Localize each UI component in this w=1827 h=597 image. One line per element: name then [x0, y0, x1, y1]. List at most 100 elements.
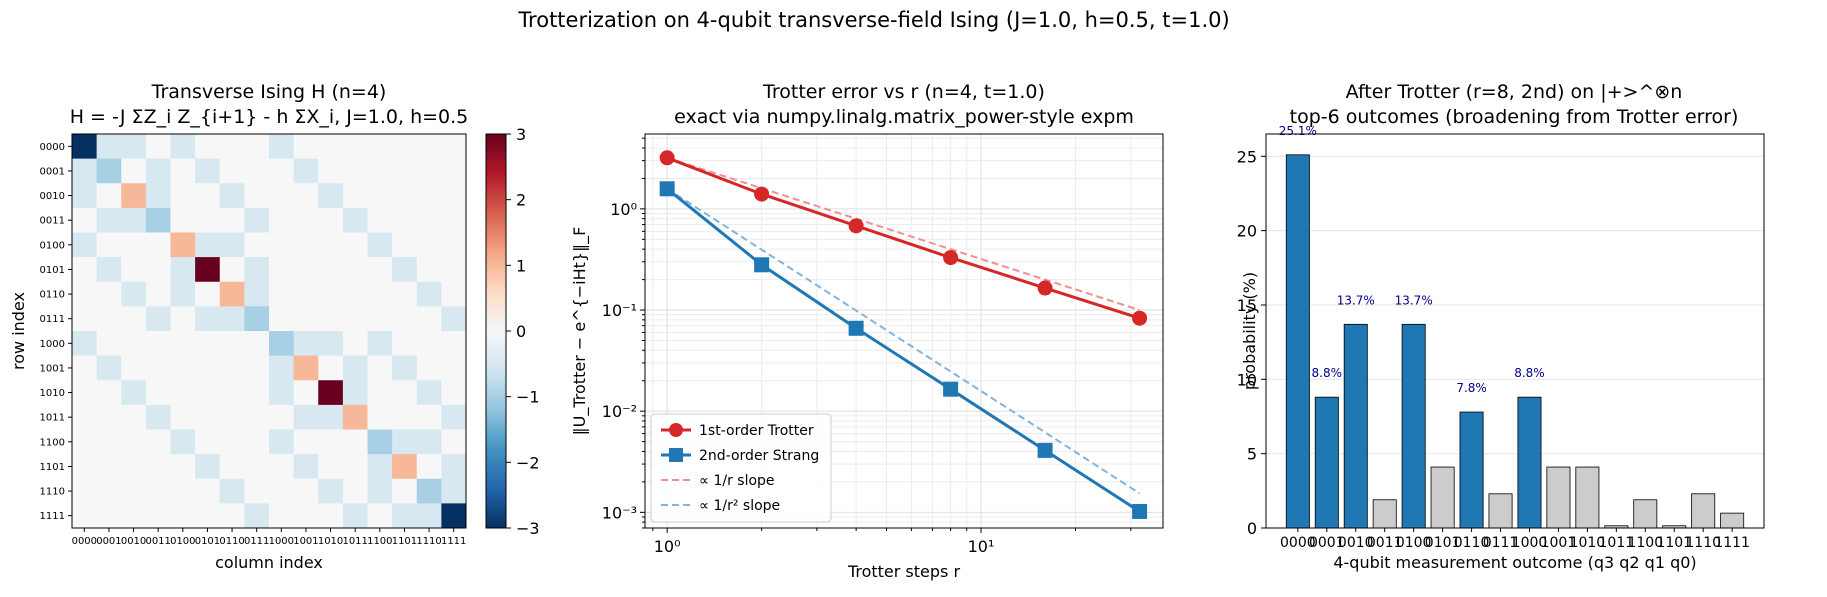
y-tick-label: 20 — [1237, 222, 1257, 241]
heatmap-cell — [392, 306, 418, 332]
heatmap-cell — [244, 306, 270, 332]
heatmap-cell — [318, 158, 344, 184]
error-plot-frame — [644, 133, 1164, 529]
heatmap-cell — [416, 207, 442, 233]
heatmap-cell — [269, 331, 295, 357]
y-tick-label: 10 — [1237, 370, 1257, 389]
heatmap-cell — [219, 429, 245, 455]
heatmap-cell — [342, 331, 368, 357]
heatmap-cell — [416, 404, 442, 430]
heatmap-cell — [170, 380, 196, 406]
heatmap-cell — [72, 134, 98, 160]
heatmap-cell — [170, 478, 196, 504]
heatmap-cell — [441, 478, 467, 504]
heatmap-cell — [269, 429, 295, 455]
heatmap-cell — [145, 454, 171, 480]
bar-data-label: 13.7% — [1337, 293, 1375, 307]
heatmap-cell — [96, 158, 122, 184]
heatmap-cell — [219, 454, 245, 480]
heatmap-cell — [342, 281, 368, 307]
x-tick-label: 0010 — [1338, 535, 1374, 551]
heatmap-cell — [441, 380, 467, 406]
heatmap-cell — [318, 404, 344, 430]
heatmap-cell — [96, 404, 122, 430]
heatmap-cell — [121, 429, 147, 455]
heatmap-cell — [72, 404, 98, 430]
heatmap-cell — [416, 478, 442, 504]
heatmap-cell — [96, 380, 122, 406]
heatmap-cell — [318, 306, 344, 332]
heatmap-y-tick-label: 0010 — [40, 191, 65, 202]
heatmap-x-tick-label: 1011 — [342, 536, 367, 547]
hamiltonian-heatmap-panel: Transverse Ising H (n=4) H = -J ΣZ_i Z_{… — [9, 81, 540, 572]
heatmap-cell — [170, 207, 196, 233]
heatmap-cell — [170, 158, 196, 184]
heatmap-x-tick-label: 0010 — [121, 536, 146, 547]
data-point — [754, 186, 770, 202]
heatmap-cell — [121, 380, 147, 406]
heatmap-cell — [244, 232, 270, 258]
heatmap-cell — [219, 380, 245, 406]
heatmap-cell — [244, 183, 270, 209]
heatmap-cell — [72, 207, 98, 233]
heatmap-cell — [72, 281, 98, 307]
heatmap-cell — [318, 232, 344, 258]
heatmap-cell — [219, 503, 245, 529]
error-plot-subtitle: exact via numpy.linalg.matrix_power-styl… — [674, 106, 1134, 128]
heatmap-cell — [195, 331, 221, 357]
heatmap-cell — [441, 429, 467, 455]
bar-grid — [1266, 155, 1764, 529]
heatmap-cell — [170, 134, 196, 160]
heatmap-x-tick-label: 1111 — [441, 536, 466, 547]
legend-marker — [669, 423, 683, 437]
heatmap-cell — [121, 478, 147, 504]
heatmap-cell — [269, 355, 295, 381]
bar-title: After Trotter (r=8, 2nd) on |+>^⊗n — [1346, 81, 1683, 103]
error-plot-series — [659, 150, 1148, 519]
heatmap-cell — [145, 158, 171, 184]
heatmap-x-tick-label: 1001 — [293, 536, 318, 547]
heatmap-ticks: 0000000000010001001000100011001101000100… — [40, 142, 467, 547]
heatmap-y-tick-label: 0001 — [40, 166, 65, 177]
data-point — [754, 257, 770, 273]
data-point — [1132, 310, 1148, 326]
heatmap-cell — [195, 429, 221, 455]
heatmap-cell — [195, 478, 221, 504]
heatmap-cell — [367, 404, 393, 430]
heatmap-y-tick-label: 1010 — [40, 388, 65, 399]
heatmap-x-tick-label: 0111 — [244, 536, 269, 547]
heatmap-cell — [416, 331, 442, 357]
heatmap-cell — [441, 404, 467, 430]
heatmap-cell — [145, 281, 171, 307]
heatmap-cell — [367, 183, 393, 209]
heatmap-cell — [293, 257, 319, 283]
x-tick-label: 1010 — [1570, 535, 1606, 551]
x-tick-label: 1101 — [1656, 535, 1692, 551]
bar — [1546, 466, 1571, 529]
heatmap-cell — [392, 257, 418, 283]
series-line — [666, 187, 1141, 513]
colorbar-tick-label: 3 — [516, 125, 526, 144]
data-point — [1037, 442, 1053, 458]
reference-slope-line — [666, 187, 1141, 495]
heatmap-cell — [293, 503, 319, 529]
colorbar — [485, 133, 507, 529]
y-tick-label: 10⁰ — [610, 200, 637, 219]
outcome-bar-panel: After Trotter (r=8, 2nd) on |+>^⊗n top-6… — [1237, 81, 1765, 572]
heatmap-cell — [96, 355, 122, 381]
x-tick-label: 0100 — [1396, 535, 1432, 551]
heatmap-cell — [269, 232, 295, 258]
bar-data-label: 8.8% — [1312, 366, 1343, 380]
heatmap-ylabel: row index — [9, 292, 28, 370]
heatmap-cell — [244, 158, 270, 184]
heatmap-cell — [145, 355, 171, 381]
heatmap-cell — [269, 134, 295, 160]
heatmap-cell — [367, 232, 393, 258]
heatmap-cell — [342, 183, 368, 209]
heatmap-cell — [416, 454, 442, 480]
heatmap-cell — [416, 257, 442, 283]
heatmap-cell — [293, 331, 319, 357]
bar — [1343, 323, 1368, 529]
heatmap-cell — [170, 281, 196, 307]
bar — [1488, 493, 1513, 529]
